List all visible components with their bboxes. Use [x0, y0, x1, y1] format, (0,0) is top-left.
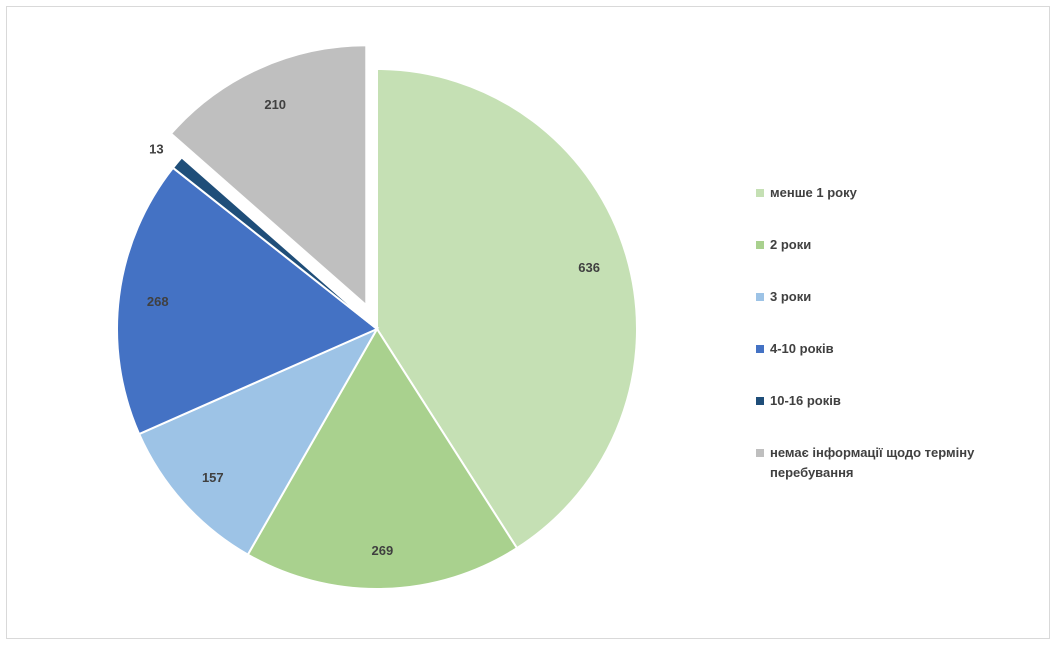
- pie-slice-1: [246, 327, 519, 590]
- data-label-3: 268: [147, 294, 169, 309]
- pie-slice-2: [137, 326, 380, 557]
- legend-item-4-10-years: 4-10 років: [756, 339, 1046, 391]
- data-label-0: 636: [578, 260, 600, 275]
- pie-slice-0: [376, 67, 638, 550]
- legend-label: 4-10 років: [770, 341, 834, 356]
- legend-swatch: [756, 345, 764, 353]
- data-label-4: 13: [149, 141, 163, 156]
- legend-label: 3 роки: [770, 289, 812, 304]
- legend-item-no-info: немає інформації щодо терміну перебуванн…: [756, 443, 1046, 495]
- legend: менше 1 року 2 роки 3 роки 4-10 років 10…: [756, 183, 1046, 495]
- legend-label: 10-16 років: [770, 393, 841, 408]
- legend-swatch: [756, 293, 764, 301]
- pie-slice-3: [116, 166, 379, 436]
- pie-slice-4: [171, 155, 378, 330]
- pie-slice-5: [169, 44, 368, 308]
- legend-swatch: [756, 189, 764, 197]
- legend-item-less-than-1-year: менше 1 року: [756, 183, 1046, 235]
- legend-label: менше 1 року: [770, 185, 857, 200]
- legend-swatch: [756, 397, 764, 405]
- legend-label: немає інформації щодо терміну перебуванн…: [770, 445, 975, 480]
- legend-item-10-16-years: 10-16 років: [756, 391, 1046, 443]
- data-label-1: 269: [372, 543, 394, 558]
- data-label-2: 157: [202, 470, 224, 485]
- data-label-5: 210: [264, 97, 286, 112]
- legend-swatch: [756, 241, 764, 249]
- legend-swatch: [756, 449, 764, 457]
- legend-label: 2 роки: [770, 237, 812, 252]
- legend-item-2-years: 2 роки: [756, 235, 1046, 287]
- legend-item-3-years: 3 роки: [756, 287, 1046, 339]
